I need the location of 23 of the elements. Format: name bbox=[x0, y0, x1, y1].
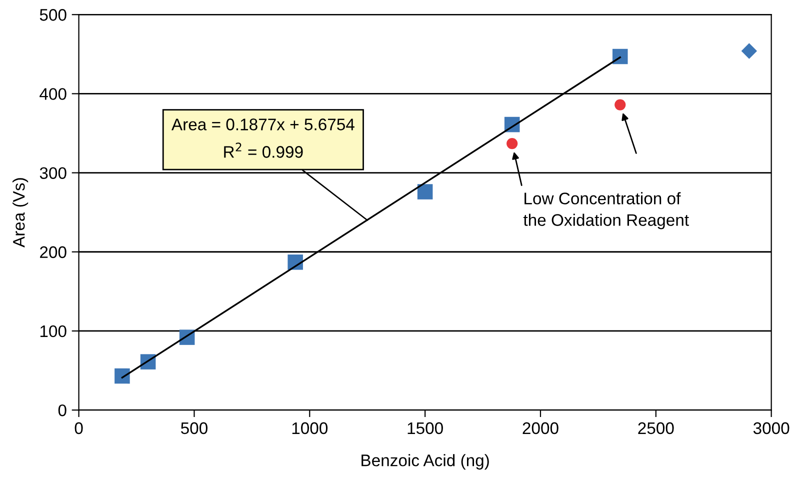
x-tick-label: 0 bbox=[74, 422, 83, 434]
y-tick-label: 200 bbox=[40, 246, 66, 258]
point bbox=[506, 138, 518, 150]
point bbox=[614, 99, 626, 110]
x-tick-label: 1500 bbox=[408, 422, 443, 434]
point bbox=[114, 368, 130, 384]
y-tick-label: 300 bbox=[40, 167, 66, 179]
y-tick-label: 500 bbox=[40, 9, 66, 21]
x-tick-label: 500 bbox=[180, 422, 208, 434]
x-tick-label: 2500 bbox=[638, 422, 674, 434]
y-tick-label: 0 bbox=[58, 404, 66, 416]
annotation: Area = 0.1877x + 5.6754 R$^{2}$ = 0.999 bbox=[171, 118, 354, 158]
x-tick-label: 3000 bbox=[753, 422, 790, 434]
point bbox=[417, 184, 433, 200]
x-tick-label: 2000 bbox=[522, 422, 558, 434]
y-tick-label: 100 bbox=[40, 325, 66, 338]
point bbox=[612, 48, 628, 64]
y-axis-title: Area (Vs) bbox=[12, 178, 28, 248]
y-tick-label: 400 bbox=[40, 88, 66, 100]
annotation: Low Concentration of the Oxidation Reagent bbox=[523, 192, 689, 230]
x-axis-title: Benzoic Acid (ng) bbox=[362, 454, 489, 470]
x-tick-label: 1000 bbox=[292, 422, 328, 434]
point bbox=[741, 43, 758, 59]
